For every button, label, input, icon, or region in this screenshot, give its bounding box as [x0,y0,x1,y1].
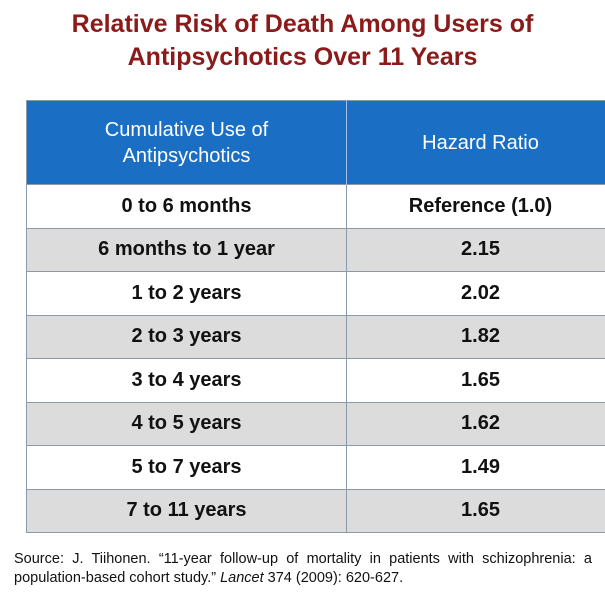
table-header-row: Cumulative Use of Antipsychotics Hazard … [26,100,605,185]
column-header-cumulative-use-line-2: Antipsychotics [122,144,251,167]
source-citation: Source: J. Tiihonen. “11-year follow-up … [14,550,592,588]
hazard-ratio-cell: 1.62 [346,401,605,446]
hazard-ratio-cell: 1.65 [346,488,605,533]
cumulative-use-cell: 2 to 3 years [26,314,347,359]
hazard-ratio-cell: 2.15 [346,227,605,272]
table-row: 2 to 3 years 1.82 [26,314,605,359]
table-row: 6 months to 1 year 2.15 [26,227,605,272]
chart-title-line-1: Relative Risk of Death Among Users of [71,10,534,38]
source-volume-pages: 374 (2009): 620-627. [267,570,404,586]
chart-title: Relative Risk of Death Among Users of An… [0,8,605,74]
column-header-cumulative-use-line-1: Cumulative Use of [104,118,269,141]
cumulative-use-cell: 0 to 6 months [26,184,347,229]
source-text: Source: J. Tiihonen. “11-year follow-up … [14,551,592,586]
hazard-ratio-cell: Reference (1.0) [346,184,605,229]
table-body: 0 to 6 months Reference (1.0) 6 months to … [26,184,605,533]
hazard-ratio-cell: 1.65 [346,358,605,403]
cumulative-use-cell: 1 to 2 years [26,271,347,316]
column-header-hazard-ratio-label: Hazard Ratio [422,131,539,154]
column-header-hazard-ratio: Hazard Ratio [346,100,605,185]
cumulative-use-cell: 4 to 5 years [26,401,347,446]
table-row: 3 to 4 years 1.65 [26,358,605,403]
column-header-cumulative-use: Cumulative Use of Antipsychotics [26,100,347,185]
hazard-ratio-table: Cumulative Use of Antipsychotics Hazard … [26,100,605,533]
hazard-ratio-cell: 1.82 [346,314,605,359]
source-journal: Lancet [220,570,264,586]
cumulative-use-cell: 6 months to 1 year [26,227,347,272]
hazard-ratio-cell: 1.49 [346,445,605,490]
table-row: 1 to 2 years 2.02 [26,271,605,316]
table-row: 5 to 7 years 1.49 [26,445,605,490]
cumulative-use-cell: 5 to 7 years [26,445,347,490]
cumulative-use-cell: 7 to 11 years [26,488,347,533]
chart-title-line-2: Antipsychotics Over 11 Years [127,43,478,71]
table-row: 4 to 5 years 1.62 [26,401,605,446]
table-row: 0 to 6 months Reference (1.0) [26,184,605,229]
table-row: 7 to 11 years 1.65 [26,488,605,533]
cumulative-use-cell: 3 to 4 years [26,358,347,403]
hazard-ratio-cell: 2.02 [346,271,605,316]
